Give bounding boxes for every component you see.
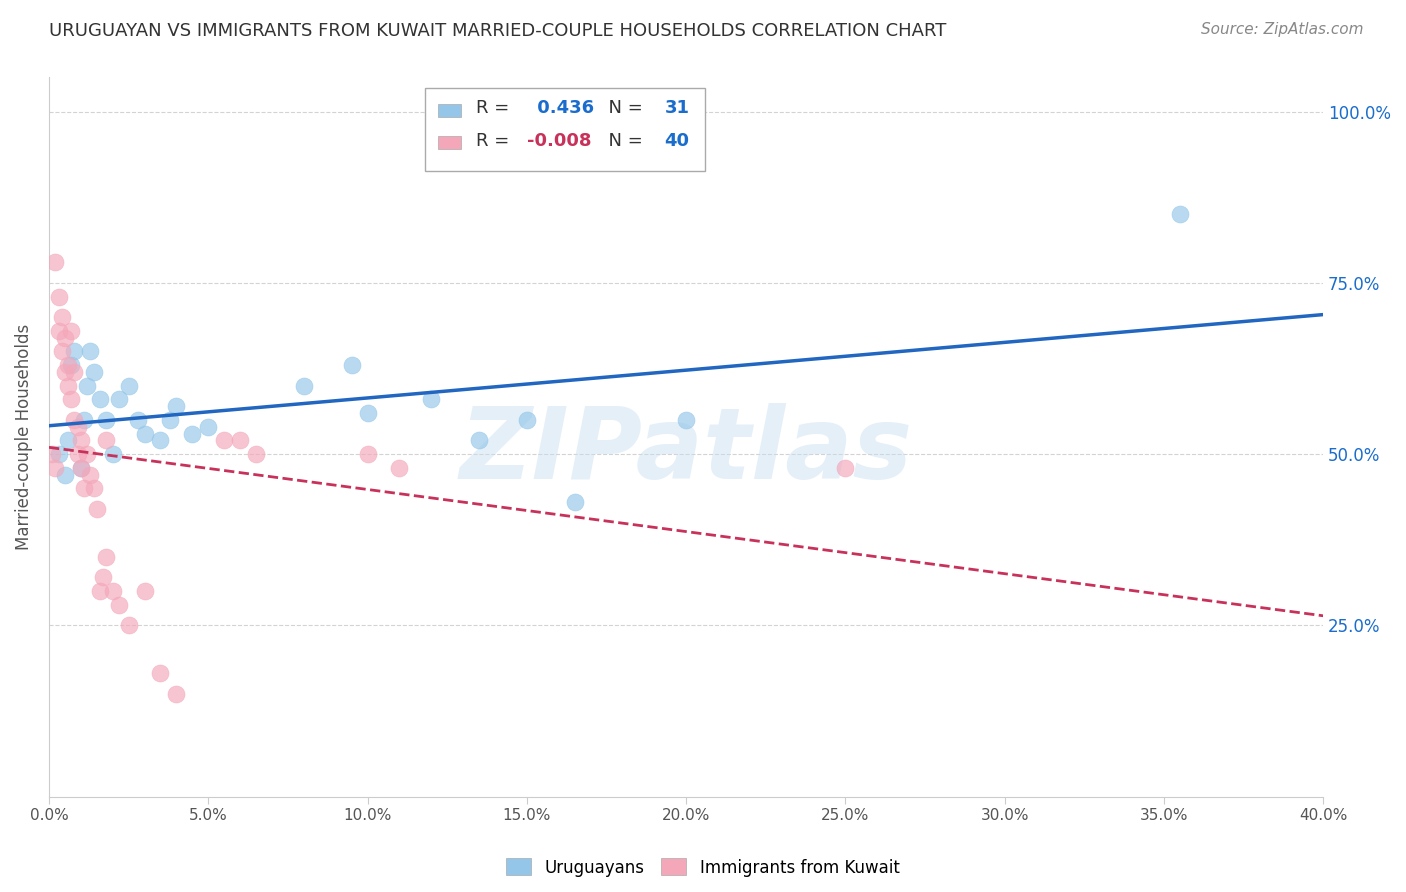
Point [76,378,98,392]
Point [149,434,172,448]
Text: N =: N = [598,99,648,118]
FancyBboxPatch shape [425,88,706,171]
Point [108,392,131,407]
Point [63,413,86,427]
Point [356,406,378,420]
Text: -0.008: -0.008 [527,132,592,150]
Point [53,331,76,345]
Point [516,413,538,427]
Point [165,687,187,701]
Text: ZIPatlas: ZIPatlas [460,403,912,500]
Point [69,461,91,475]
Point [60,324,83,338]
Point [60,392,83,407]
Point [420,392,443,407]
Point [149,666,172,681]
Point [73,482,96,496]
Point [340,358,363,372]
Point [675,413,697,427]
Text: R =: R = [475,132,515,150]
Point [564,495,586,509]
Point [134,584,156,599]
Point [96,413,118,427]
Point [197,419,219,434]
Point [63,344,86,359]
Point [83,482,105,496]
Point [79,467,101,482]
Point [165,399,187,413]
Point [108,598,131,612]
Point [127,413,149,427]
Point [48,447,70,461]
Text: N =: N = [598,132,648,150]
Point [53,365,76,379]
Point [245,447,267,461]
Point [66,447,89,461]
Point [76,447,98,461]
Point [117,618,139,632]
Point [44,255,66,269]
Point [159,413,181,427]
Point [44,461,66,475]
Point [69,434,91,448]
Point [73,413,96,427]
Text: R =: R = [475,99,515,118]
Point [51,310,73,325]
Text: 31: 31 [665,99,689,118]
Point [292,378,315,392]
Point [86,502,108,516]
FancyBboxPatch shape [437,104,461,117]
Legend: Uruguayans, Immigrants from Kuwait: Uruguayans, Immigrants from Kuwait [506,858,900,877]
Point [134,426,156,441]
Text: URUGUAYAN VS IMMIGRANTS FROM KUWAIT MARRIED-COUPLE HOUSEHOLDS CORRELATION CHART: URUGUAYAN VS IMMIGRANTS FROM KUWAIT MARR… [49,22,946,40]
Text: 40: 40 [665,132,689,150]
Point [91,570,114,584]
Point [89,392,111,407]
Point [101,447,124,461]
Point [63,365,86,379]
Text: Source: ZipAtlas.com: Source: ZipAtlas.com [1201,22,1364,37]
Point [83,365,105,379]
Point [56,434,79,448]
Point [96,434,118,448]
Point [117,378,139,392]
Point [834,461,856,475]
FancyBboxPatch shape [437,136,461,149]
Point [56,358,79,372]
Point [53,467,76,482]
Point [66,419,89,434]
Point [48,324,70,338]
Point [69,461,91,475]
Point [181,426,204,441]
Point [51,344,73,359]
Point [468,434,491,448]
Point [229,434,252,448]
Point [1168,207,1191,221]
Point [356,447,378,461]
Text: 0.436: 0.436 [530,99,593,118]
Y-axis label: Married-couple Households: Married-couple Households [15,324,32,550]
Point [41,447,63,461]
Point [60,358,83,372]
Point [101,584,124,599]
Point [388,461,411,475]
Point [56,378,79,392]
Point [212,434,235,448]
Point [96,549,118,564]
Point [48,290,70,304]
Point [79,344,101,359]
Point [89,584,111,599]
